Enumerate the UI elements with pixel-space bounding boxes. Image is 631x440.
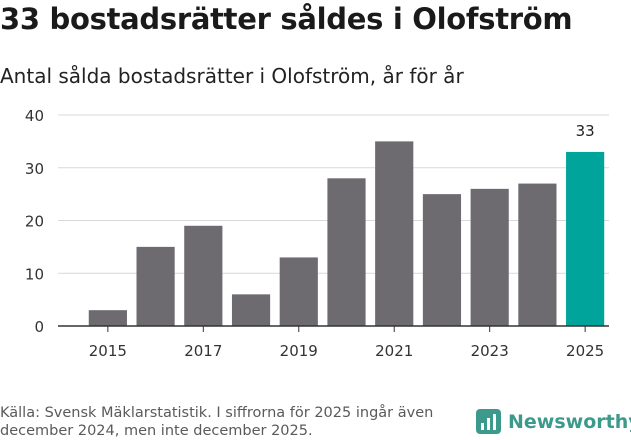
bar-2024 [518, 183, 557, 326]
y-tick-label: 10 [25, 265, 44, 283]
brand-name: Newsworthy [508, 410, 631, 433]
bar-2015 [88, 310, 127, 326]
y-tick-label: 40 [25, 107, 44, 125]
x-tick-label: 2025 [566, 342, 604, 360]
x-tick-label: 2023 [471, 342, 509, 360]
bar-2022 [422, 194, 462, 326]
x-tick-label: 2021 [375, 342, 413, 360]
bar-2021 [375, 141, 414, 326]
bar-2023 [470, 188, 509, 326]
bar-2017 [184, 225, 223, 326]
bar-2018 [231, 294, 271, 326]
x-tick-label: 2017 [184, 342, 222, 360]
brand-logo: Newsworthy [476, 409, 631, 434]
source-note: Källa: Svensk Mäklarstatistik. I siffror… [0, 405, 434, 439]
bar-2016 [136, 246, 175, 326]
data-label-2025: 33 [576, 122, 595, 140]
bar-2025 [566, 151, 605, 326]
y-tick-label: 30 [25, 160, 44, 178]
y-tick-label: 0 [34, 318, 44, 336]
bar-2019 [279, 257, 318, 326]
bar-2020 [327, 178, 366, 326]
y-tick-label: 20 [25, 213, 44, 231]
bar-chart-icon [476, 409, 501, 434]
chart-subtitle: Antal sålda bostadsrätter i Olofström, å… [0, 64, 464, 88]
x-tick-label: 2019 [280, 342, 318, 360]
chart-title: 33 bostadsrätter såldes i Olofström [0, 2, 573, 36]
x-tick-label: 2015 [89, 342, 127, 360]
